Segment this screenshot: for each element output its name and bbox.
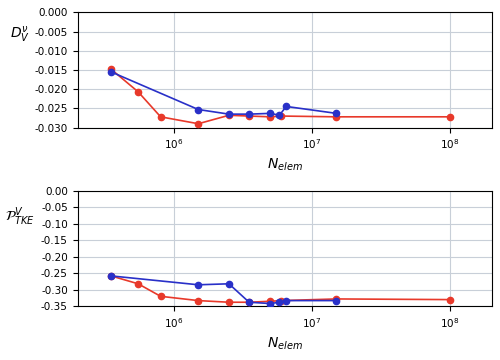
X-axis label: $N_{elem}$: $N_{elem}$ [266, 335, 302, 352]
X-axis label: $N_{elem}$: $N_{elem}$ [266, 157, 302, 173]
Y-axis label: $D^{\nu}_{V}$: $D^{\nu}_{V}$ [10, 24, 29, 45]
Y-axis label: $\mathcal{P}^{V}_{TKE}$: $\mathcal{P}^{V}_{TKE}$ [4, 205, 34, 228]
